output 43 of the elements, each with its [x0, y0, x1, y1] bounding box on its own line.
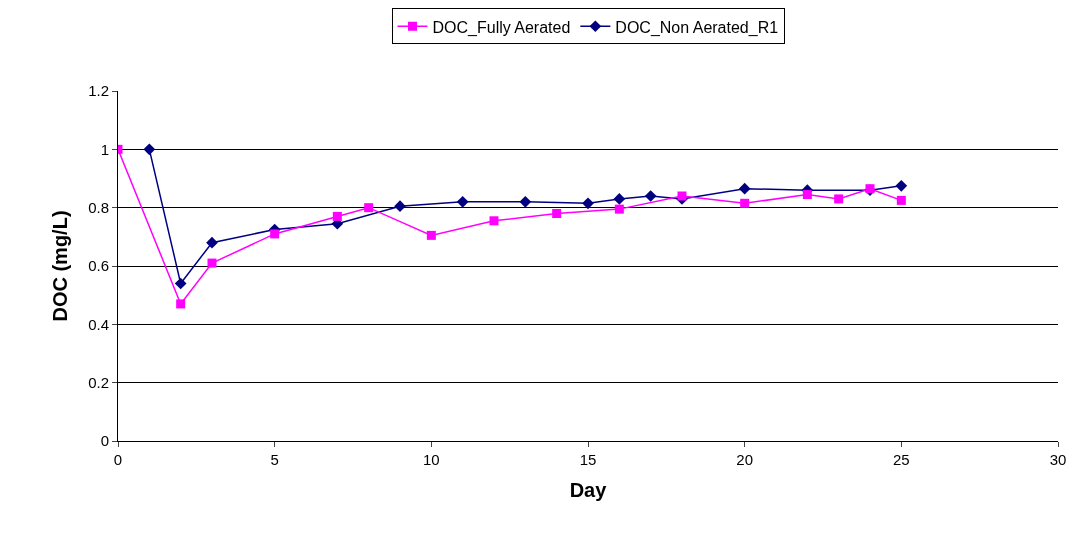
point: [802, 190, 812, 200]
x-tick-label: 30: [1049, 451, 1067, 468]
point: [738, 182, 751, 195]
point: [614, 204, 624, 214]
y-tick-label: 1.2: [88, 82, 109, 100]
x-tick-label: 25: [892, 451, 910, 468]
x-tick-label: 0: [113, 451, 123, 468]
y-tick-label: 1: [100, 140, 109, 158]
y-tick-label: 0.2: [88, 373, 109, 391]
y-tick-label: 0: [100, 432, 109, 450]
point: [895, 179, 908, 192]
point: [552, 209, 562, 218]
legend-label: DOC_Non Aerated_R1: [615, 18, 779, 37]
point: [143, 143, 156, 156]
point: [206, 236, 218, 249]
x-tick-label: 5: [270, 451, 279, 468]
point: [332, 211, 342, 221]
point: [426, 230, 436, 240]
point: [519, 195, 532, 208]
y-tick-label: 0.6: [88, 257, 109, 275]
y-tick-label: 0.4: [88, 315, 109, 333]
point: [489, 216, 499, 226]
y-axis-title: DOC (mg/L): [48, 210, 71, 322]
point: [677, 191, 687, 201]
x-axis-title: Day: [569, 478, 608, 501]
point: [834, 194, 844, 204]
point: [582, 197, 594, 210]
legend-label: DOC_Fully Aerated: [432, 18, 571, 37]
point: [207, 258, 217, 268]
x-tick-label: 10: [422, 451, 440, 468]
point: [176, 299, 186, 309]
point: [364, 203, 374, 213]
point: [613, 193, 626, 205]
y-tick-label: 0.8: [88, 198, 109, 216]
point: [740, 198, 750, 208]
point: [896, 195, 906, 205]
point: [394, 200, 406, 213]
x-tick-label: 15: [579, 451, 597, 468]
point: [270, 229, 280, 239]
point: [644, 190, 657, 202]
x-tick-label: 20: [736, 451, 754, 468]
point: [174, 277, 187, 290]
point: [456, 195, 469, 208]
